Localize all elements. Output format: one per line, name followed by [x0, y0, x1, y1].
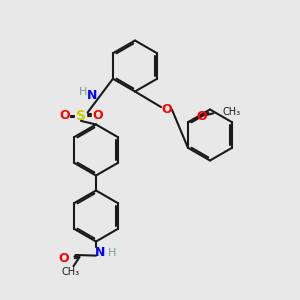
Text: CH₃: CH₃: [61, 267, 80, 277]
Text: CH₃: CH₃: [222, 107, 241, 117]
Text: O: O: [92, 109, 103, 122]
Text: N: N: [87, 89, 98, 102]
Text: O: O: [59, 109, 70, 122]
Text: N: N: [94, 245, 105, 259]
Text: O: O: [161, 103, 172, 116]
Text: H: H: [107, 248, 116, 259]
Text: O: O: [196, 110, 207, 123]
Text: H: H: [79, 87, 87, 97]
Text: O: O: [58, 251, 69, 265]
Text: S: S: [76, 109, 86, 122]
